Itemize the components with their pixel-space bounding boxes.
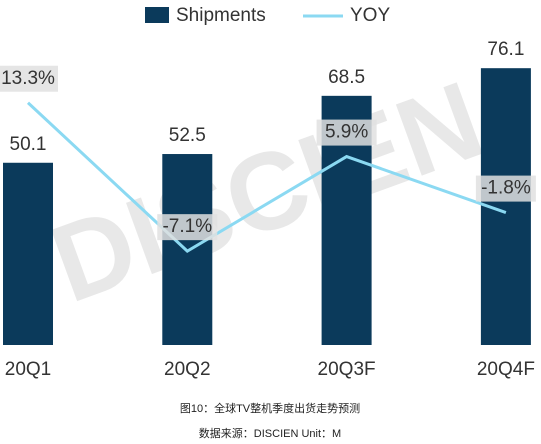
data-label: 52.5 (169, 125, 206, 146)
bar (3, 162, 53, 345)
label-box (157, 214, 218, 241)
legend-swatch (145, 7, 169, 23)
legend-label: YOY (350, 5, 390, 26)
data-label: 5.9% (325, 122, 368, 143)
data-label: 50.1 (10, 134, 47, 155)
line (26, 101, 507, 254)
label-box (475, 175, 536, 202)
watermark: DISCIEN (36, 58, 497, 326)
x-tick-label: 20Q3F (318, 359, 376, 380)
label-box (316, 119, 377, 146)
data-label: 68.5 (328, 67, 365, 88)
data-label: -1.8% (481, 178, 531, 199)
data-label: 76.1 (487, 39, 524, 60)
source: 数据来源：DISCIEN Unit：M (199, 426, 341, 440)
data-label: -7.1% (162, 216, 212, 237)
x-tick-label: 20Q1 (5, 359, 51, 380)
data-label: 13.3% (1, 68, 55, 89)
legend-label: Shipments (176, 5, 266, 26)
caption: 图10：全球TV整机季度出货走势预测 (180, 401, 360, 415)
x-tick-label: 20Q4F (477, 359, 535, 380)
x-tick-label: 20Q2 (164, 359, 210, 380)
label-box (0, 65, 58, 92)
